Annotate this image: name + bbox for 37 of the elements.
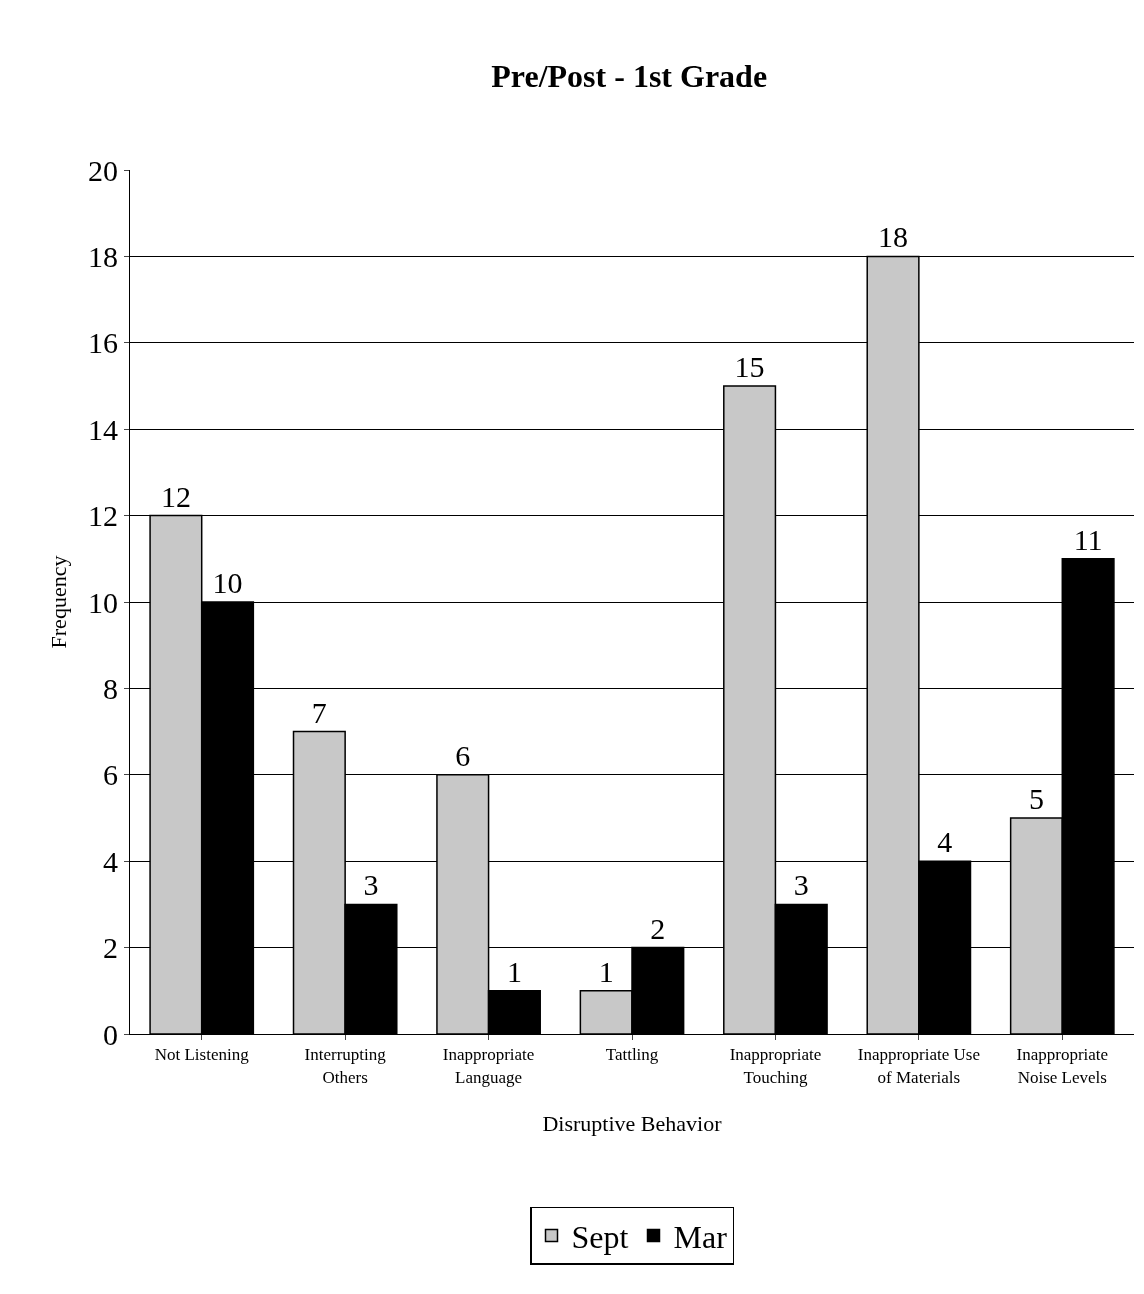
data-label: 11 (1073, 522, 1103, 556)
data-label: 1 (598, 954, 614, 988)
y-tick-label: 2 (103, 931, 118, 965)
data-label: 15 (734, 350, 765, 383)
x-axis-title: Disruptive Behavior (542, 1111, 723, 1137)
y-tick-label: 18 (88, 239, 118, 273)
chart-title: Pre/Post - 1st Grade (491, 58, 768, 95)
data-label: 12 (160, 479, 191, 513)
y-tick-label: 16 (88, 326, 118, 360)
data-label: 18 (878, 220, 909, 254)
data-label: 7 (311, 695, 327, 729)
x-tick-label: Not Listening (154, 1045, 250, 1065)
data-label: 3 (363, 868, 379, 902)
data-label: 6 (455, 738, 471, 772)
legend-label: Sept (571, 1219, 629, 1256)
y-tick-label: 8 (103, 671, 118, 705)
data-label: 1 (506, 954, 522, 988)
data-label: 2 (650, 911, 666, 945)
x-tick-label: Inappropriate Use of Materials (857, 1045, 980, 1087)
y-tick-label: 10 (88, 585, 118, 619)
x-tick-label: Tattling (605, 1045, 659, 1065)
y-tick-label: 14 (88, 412, 118, 446)
y-tick-label: 20 (88, 153, 118, 187)
data-label: 4 (937, 825, 953, 859)
y-tick-label: 0 (103, 1017, 118, 1051)
y-tick-label: 4 (103, 844, 118, 878)
legend-label: Mar (673, 1219, 728, 1256)
y-tick-label: 6 (103, 758, 118, 792)
x-tick-label: Inappropriate Language (442, 1045, 535, 1087)
data-label: 10 (212, 566, 243, 599)
x-tick-label: Interrupting Others (304, 1045, 387, 1087)
x-tick-label: Inappropriate Touching (729, 1045, 822, 1087)
data-label: 5 (1028, 782, 1044, 815)
x-tick-label: Inappropriate Noise Levels (1016, 1045, 1109, 1087)
data-label: 3 (793, 868, 809, 902)
y-tick-label: 12 (88, 499, 118, 533)
y-axis-title: Frequency (45, 555, 71, 649)
